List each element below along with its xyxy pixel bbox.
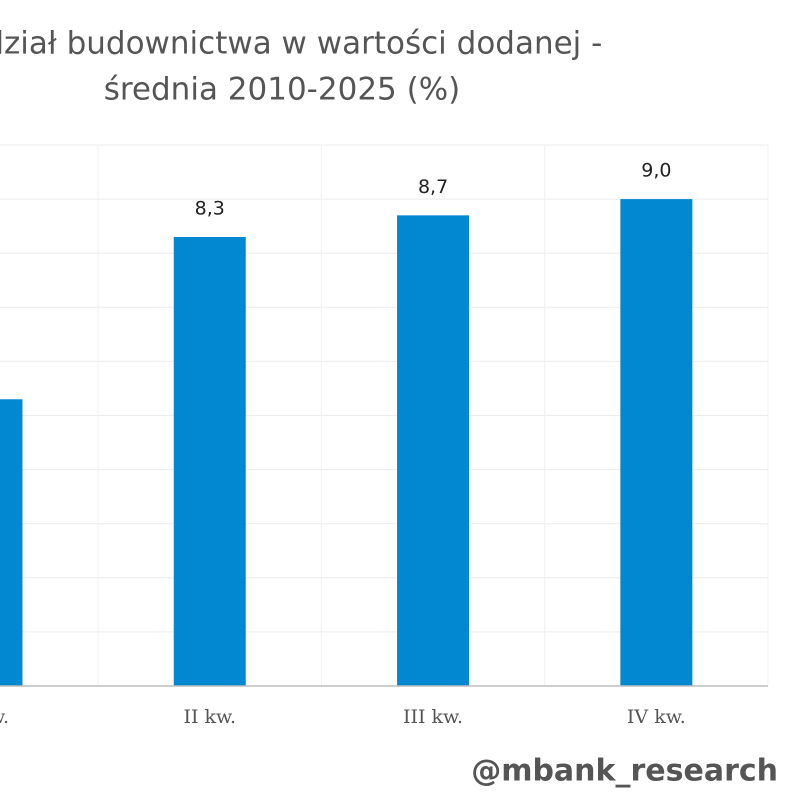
value-label: 5,3 xyxy=(0,360,2,382)
bar xyxy=(0,399,23,686)
chart-subtitle: średnia 2010-2025 (%) xyxy=(104,72,461,108)
value-label: 9,0 xyxy=(641,160,671,182)
x-tick-label: III kw. xyxy=(403,706,463,728)
value-label: 8,7 xyxy=(418,176,448,198)
bar xyxy=(620,199,693,686)
chart-title: Udział budownictwa w wartości dodanej - xyxy=(0,26,602,62)
value-label: 8,3 xyxy=(195,197,225,219)
bar xyxy=(173,236,246,686)
x-tick-label: II kw. xyxy=(183,706,236,728)
x-tick-label: IV kw. xyxy=(627,706,686,728)
x-tick-label: I kw. xyxy=(0,706,9,728)
bar xyxy=(397,215,470,686)
watermark: @mbank_research xyxy=(471,754,778,789)
